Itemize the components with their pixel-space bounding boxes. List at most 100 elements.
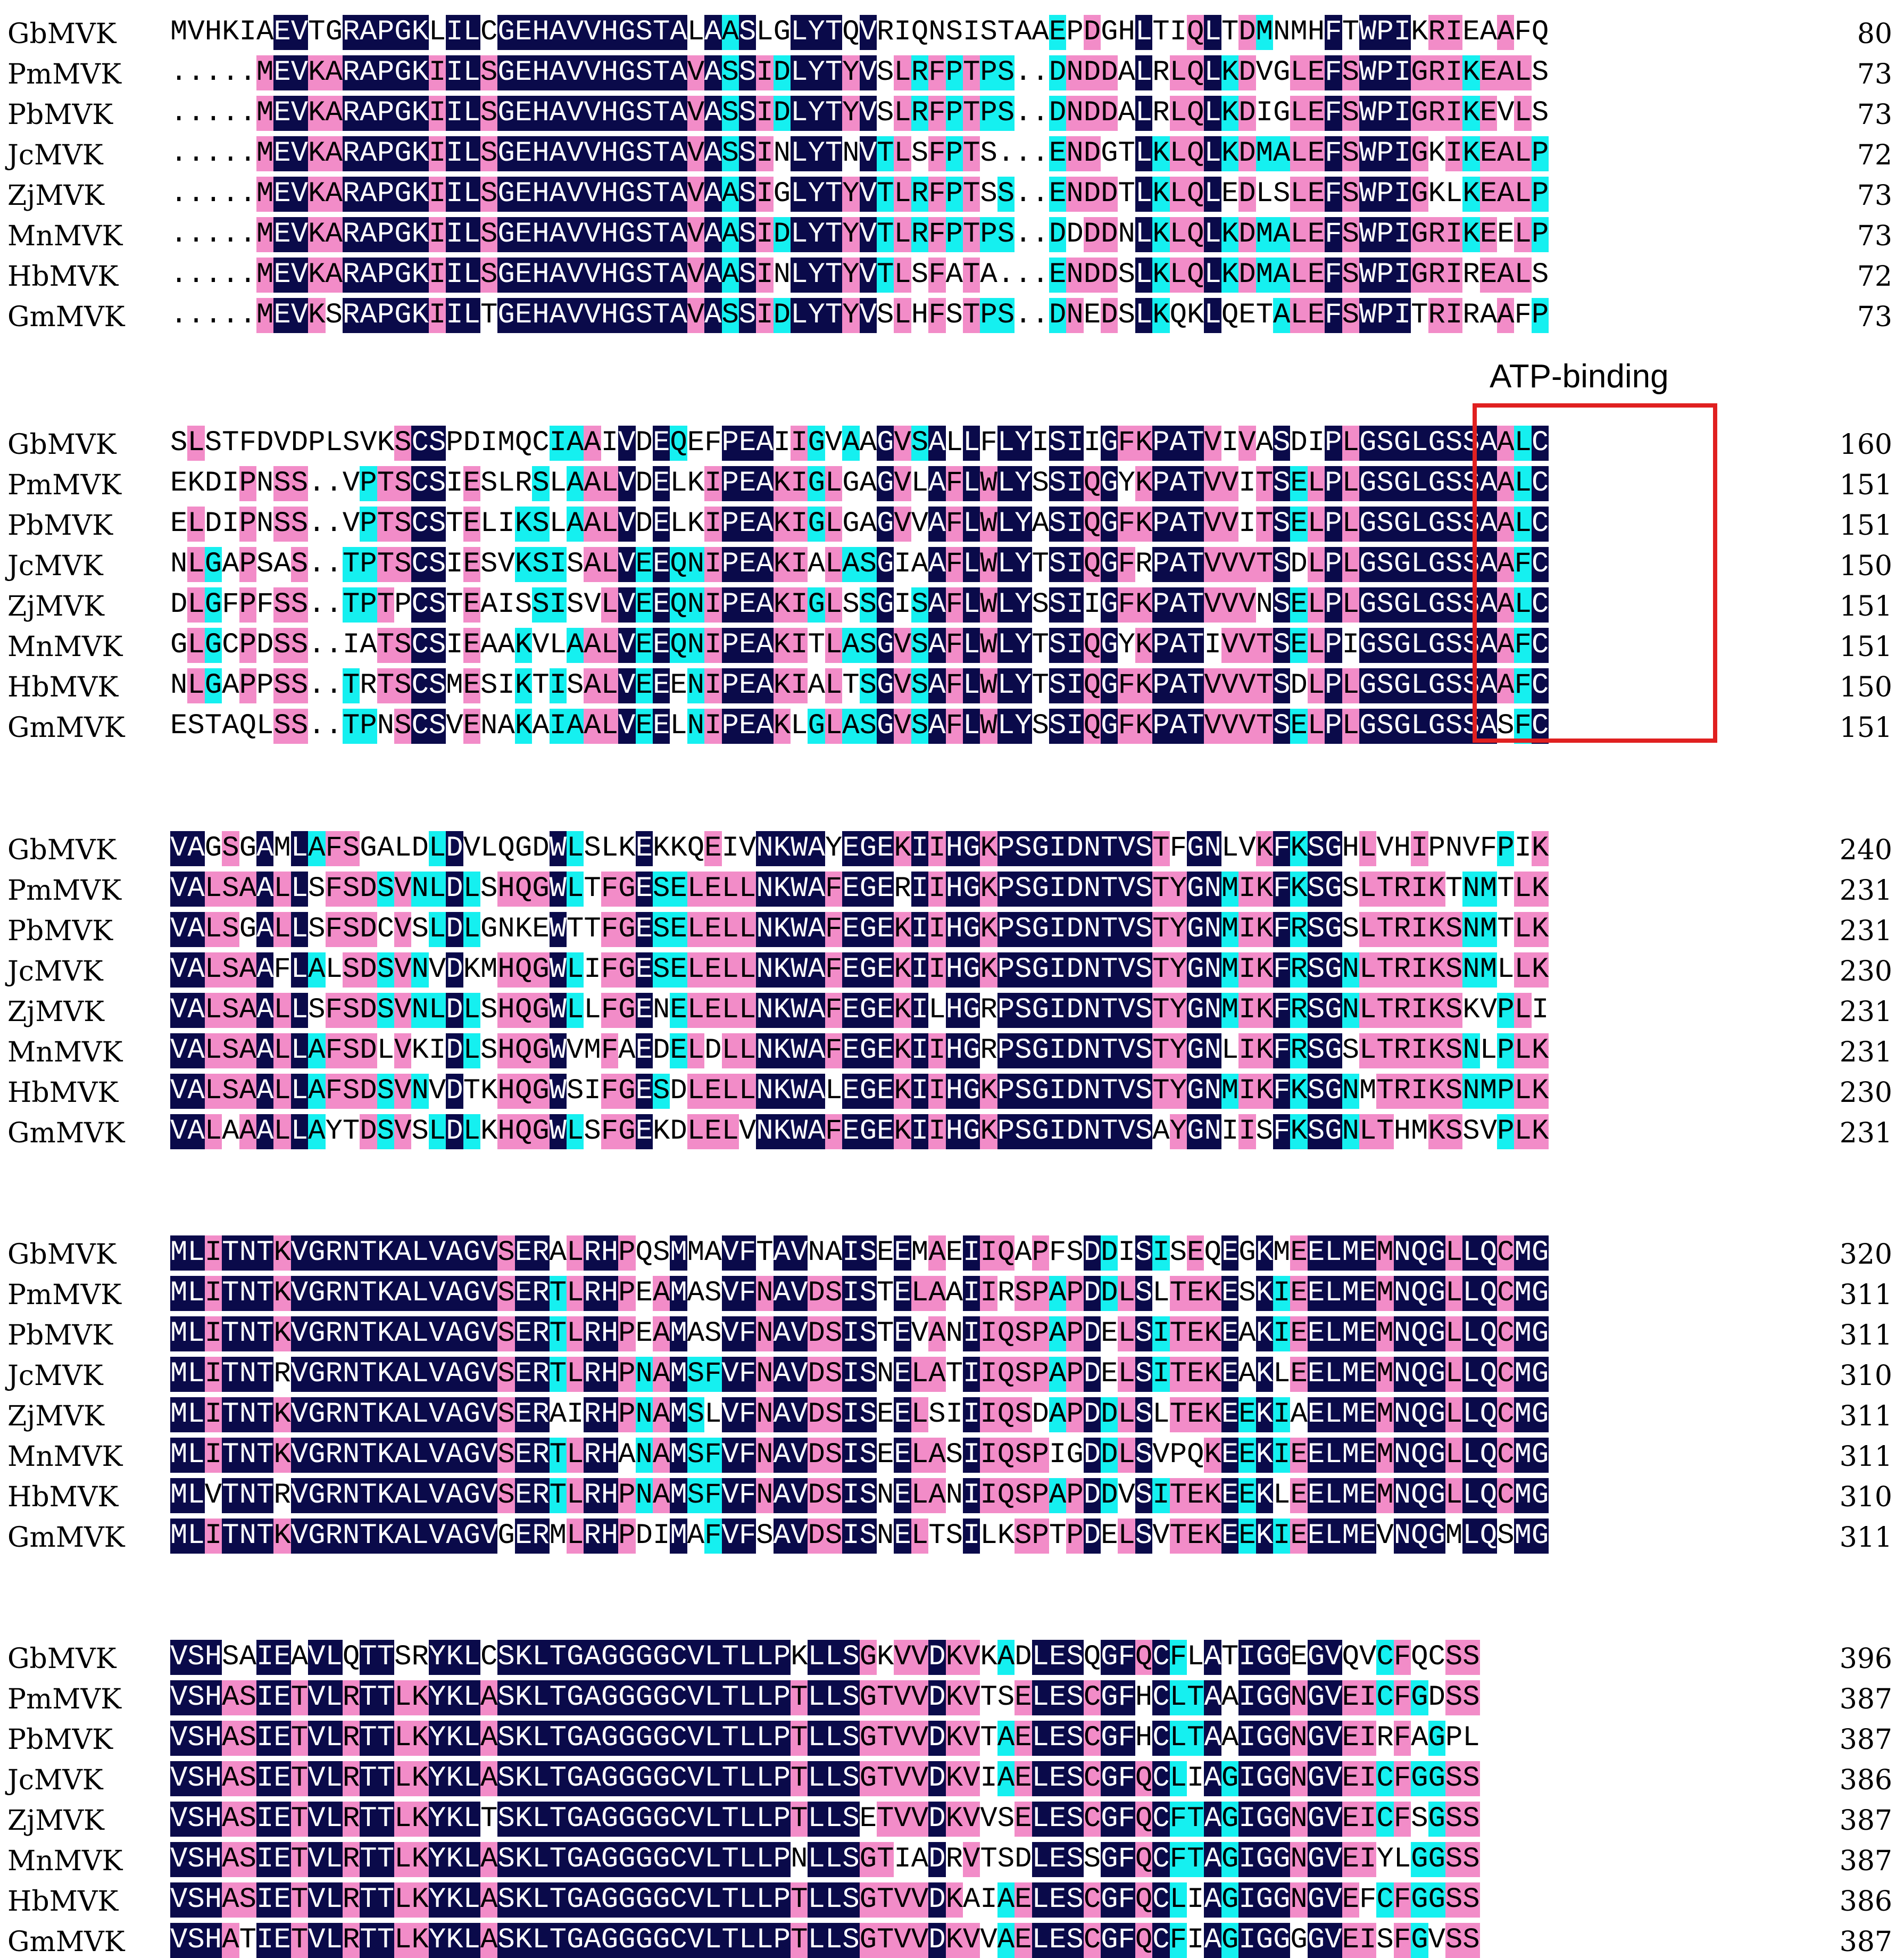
sequence-residues: VSHASIETVLRTTLKYKLASKLTGAGGGGCVLTLLPTLLS… xyxy=(170,1680,1480,1715)
alignment-row: JcMVK VALSAAFLALSDSVNVDKMHQGWLIFGESELELLN… xyxy=(0,952,1904,988)
sequence-name: GbMVK xyxy=(7,1643,117,1675)
residue-count: 230 xyxy=(1839,1077,1892,1109)
sequence-name: GbMVK xyxy=(7,1239,117,1271)
sequence-name: GbMVK xyxy=(7,834,117,866)
sequence-name: ZjMVK xyxy=(7,1805,104,1837)
residue-count: 151 xyxy=(1839,469,1892,501)
residue-count: 72 xyxy=(1857,139,1892,171)
sequence-name: PmMVK xyxy=(7,1683,121,1715)
sequence-name: JcMVK xyxy=(7,550,103,582)
residue-count: 160 xyxy=(1839,429,1892,461)
alignment-row: JcMVK MLITNTRVGRNTKALVAGVSERTLRHPNAMSFVFN… xyxy=(0,1357,1904,1392)
alignment-row: GmMVK MLITNTKVGRNTKALVAGVGERMLRHPDIMAFVFS… xyxy=(0,1519,1904,1554)
alignment-row: GbMVK VSHSAIEAVLQTTSRYKLCSKLTGAGGGGCVLTLL… xyxy=(0,1640,1904,1675)
alignment-row: GbMVK MVHKIAEVTGRAPGKLILCGEHAVVHGSTALAASL… xyxy=(0,15,1904,50)
alignment-row: PmMVK VALSAALLSFSDSVNLDLSHQGWLTFGESELELLN… xyxy=(0,872,1904,907)
alignment-row: ZjMVK VALSAALLSFSDSVNLDLSHQGWLLFGENELELLN… xyxy=(0,993,1904,1028)
sequence-residues: MLITNTKVGRNTKALVAGVSERTLRHPEAMASVFNAVDSI… xyxy=(170,1316,1549,1351)
alignment-row: MnMVK .....MEVKARAPGKIILSGEHAVVHGSTAVAASI… xyxy=(0,217,1904,252)
residue-count: 320 xyxy=(1839,1239,1892,1271)
alignment-row: GmMVK VALAAALLAYTDSVSLDLKHQGWLSFGEKDLELVN… xyxy=(0,1114,1904,1149)
sequence-residues: VSHASIETVLRTTLKYKLASKLTGAGGGGCVLTLLPTLLS… xyxy=(170,1761,1480,1796)
sequence-residues: .....MEVKARAPGKIILSGEHAVVHGSTAVASSIDLYTY… xyxy=(170,96,1549,131)
sequence-residues: SLSTFDVDPLSVKSCSPDIMQCIAAIVDEQEFPEAIIGVA… xyxy=(170,426,1549,461)
sequence-residues: ELDIPNSS..VPTSCSTELIKSLAALVDELKIPEAKIGLG… xyxy=(170,507,1549,542)
sequence-name: GmMVK xyxy=(7,301,125,333)
sequence-residues: VSHASIETVLRTTLKYKLTSKLTGAGGGGCVLTLLPTLLS… xyxy=(170,1802,1480,1837)
sequence-residues: VSHASIETVLRTTLKYKLASKLTGAGGGGCVLTLLPTLLS… xyxy=(170,1721,1480,1756)
residue-count: 151 xyxy=(1839,591,1892,623)
sequence-name: PbMVK xyxy=(7,510,113,542)
sequence-residues: MLITNTKVGRNTKALVAGVSERALRHPQSMMAVFTAVNAI… xyxy=(170,1235,1549,1271)
residue-count: 231 xyxy=(1839,915,1892,947)
alignment-row: JcMVK VSHASIETVLRTTLKYKLASKLTGAGGGGCVLTLL… xyxy=(0,1761,1904,1796)
alignment-row: PmMVK MLITNTKVGRNTKALVAGVSERTLRHPEAMASVFN… xyxy=(0,1276,1904,1311)
alignment-row: GbMVK MLITNTKVGRNTKALVAGVSERALRHPQSMMAVFT… xyxy=(0,1235,1904,1271)
residue-count: 150 xyxy=(1839,671,1892,703)
sequence-residues: VALSAALLAFSDSVNVDTKHQGWSIFGESDLELLNKWALE… xyxy=(170,1074,1549,1109)
alignment-row: PmMVK VSHASIETVLRTTLKYKLASKLTGAGGGGCVLTLL… xyxy=(0,1680,1904,1715)
alignment-row: PbMVK VSHASIETVLRTTLKYKLASKLTGAGGGGCVLTLL… xyxy=(0,1721,1904,1756)
sequence-name: PbMVK xyxy=(7,1724,113,1756)
sequence-residues: MLITNTKVGRNTKALVAGVSERAIRHPNAMSLVFNAVDSI… xyxy=(170,1397,1549,1432)
residue-count: 311 xyxy=(1839,1522,1892,1554)
residue-count: 72 xyxy=(1857,261,1892,293)
residue-count: 73 xyxy=(1857,59,1892,90)
alignment-row: PbMVK .....MEVKARAPGKIILSGEHAVVHGSTAVASSI… xyxy=(0,96,1904,131)
sequence-name: PmMVK xyxy=(7,875,121,907)
alignment-row: GmMVK ESTAQLSS..TPNSCSVENAKAIAALVEELNIPEA… xyxy=(0,709,1904,744)
sequence-name: PbMVK xyxy=(7,915,113,947)
sequence-residues: .....MEVKARAPGKIILSGEHAVVHGSTAVASSINLYTN… xyxy=(170,136,1549,171)
alignment-row: PbMVK MLITNTKVGRNTKALVAGVSERTLRHPEAMASVFN… xyxy=(0,1316,1904,1351)
residue-count: 150 xyxy=(1839,550,1892,582)
alignment-row: PbMVK VALSGALLSFSDCVSLDLGNKEWTTFGESELELLN… xyxy=(0,912,1904,947)
sequence-name: GmMVK xyxy=(7,1522,125,1554)
sequence-residues: MLITNTKVGRNTKALVAGVSERTLRHANAMSFVFNAVDSI… xyxy=(170,1438,1549,1473)
sequence-name: PbMVK xyxy=(7,1320,113,1351)
alignment-row: PmMVK EKDIPNSS..VPTSCSIESLRSLAALVDELKIPEA… xyxy=(0,466,1904,501)
sequence-name: MnMVK xyxy=(7,220,123,252)
sequence-residues: VALSAALLSFSDSVNLDLSHQGWLTFGESELELLNKWAFE… xyxy=(170,872,1549,907)
sequence-name: MnMVK xyxy=(7,1036,123,1068)
residue-count: 311 xyxy=(1839,1279,1892,1311)
sequence-residues: .....MEVKARAPGKIILSGEHAVVHGSTAVASSIDLYTY… xyxy=(170,55,1549,90)
alignment-row: GbMVK VAGSGAMLAFSGALDLDVLQGDWLSLKEKKQEIVN… xyxy=(0,831,1904,866)
residue-count: 151 xyxy=(1839,712,1892,744)
sequence-residues: EKDIPNSS..VPTSCSIESLRSLAALVDELKIPEAKIGLG… xyxy=(170,466,1549,501)
sequence-name: JcMVK xyxy=(7,139,103,171)
alignment-row: MnMVK VALSAALLAFSDLVKIDLSHQGWVMFAEDELDLLN… xyxy=(0,1033,1904,1068)
sequence-name: JcMVK xyxy=(7,1360,103,1392)
sequence-name: GbMVK xyxy=(7,18,117,50)
alignment-row: ZjMVK MLITNTKVGRNTKALVAGVSERAIRHPNAMSLVFN… xyxy=(0,1397,1904,1432)
alignment-row: ZjMVK DLGFPFSS..TPTPCSTEAISSISVLVEEQNIPEA… xyxy=(0,587,1904,623)
sequence-name: GbMVK xyxy=(7,429,117,461)
residue-count: 151 xyxy=(1839,510,1892,542)
alignment-row: PbMVK ELDIPNSS..VPTSCSTELIKSLAALVDELKIPEA… xyxy=(0,507,1904,542)
sequence-residues: VALAAALLAYTDSVSLDLKHQGWLSFGEKDLELVNKWAFE… xyxy=(170,1114,1549,1149)
alignment-row: GbMVK SLSTFDVDPLSVKSCSPDIMQCIAAIVDEQEFPEA… xyxy=(0,426,1904,461)
residue-count: 386 xyxy=(1839,1886,1892,1918)
sequence-name: JcMVK xyxy=(7,956,103,988)
sequence-name: PmMVK xyxy=(7,1279,121,1311)
residue-count: 151 xyxy=(1839,631,1892,663)
sequence-name: HbMVK xyxy=(7,1886,119,1918)
sequence-name: ZjMVK xyxy=(7,1400,104,1432)
residue-count: 310 xyxy=(1839,1360,1892,1392)
sequence-residues: MLITNTKVGRNTKALVAGVGERMLRHPDIMAFVFSAVDSI… xyxy=(170,1519,1549,1554)
sequence-residues: MLVTNTRVGRNTKALVAGVSERTLRHPNAMSFVFNAVDSI… xyxy=(170,1478,1549,1513)
residue-count: 230 xyxy=(1839,956,1892,988)
sequence-name: HbMVK xyxy=(7,261,119,293)
alignment-row: HbMVK NLGAPPSS..TRTSCSMESIKTISALVEEENIPEA… xyxy=(0,668,1904,703)
residue-count: 231 xyxy=(1839,996,1892,1028)
sequence-residues: GLGCPDSS..IATSCSIEAAKVLAALVEEQNIPEAKITLA… xyxy=(170,628,1549,663)
residue-count: 231 xyxy=(1839,1117,1892,1149)
residue-count: 311 xyxy=(1839,1400,1892,1432)
residue-count: 231 xyxy=(1839,1036,1892,1068)
alignment-row: JcMVK .....MEVKARAPGKIILSGEHAVVHGSTAVASSI… xyxy=(0,136,1904,171)
sequence-name: PmMVK xyxy=(7,469,121,501)
sequence-residues: .....MEVKARAPGKIILSGEHAVVHGSTAVAASINLYTY… xyxy=(170,258,1549,293)
sequence-name: HbMVK xyxy=(7,1481,119,1513)
sequence-residues: .....MEVKARAPGKIILSGEHAVVHGSTAVAASIGLYTY… xyxy=(170,177,1549,212)
residue-count: 387 xyxy=(1839,1926,1892,1958)
